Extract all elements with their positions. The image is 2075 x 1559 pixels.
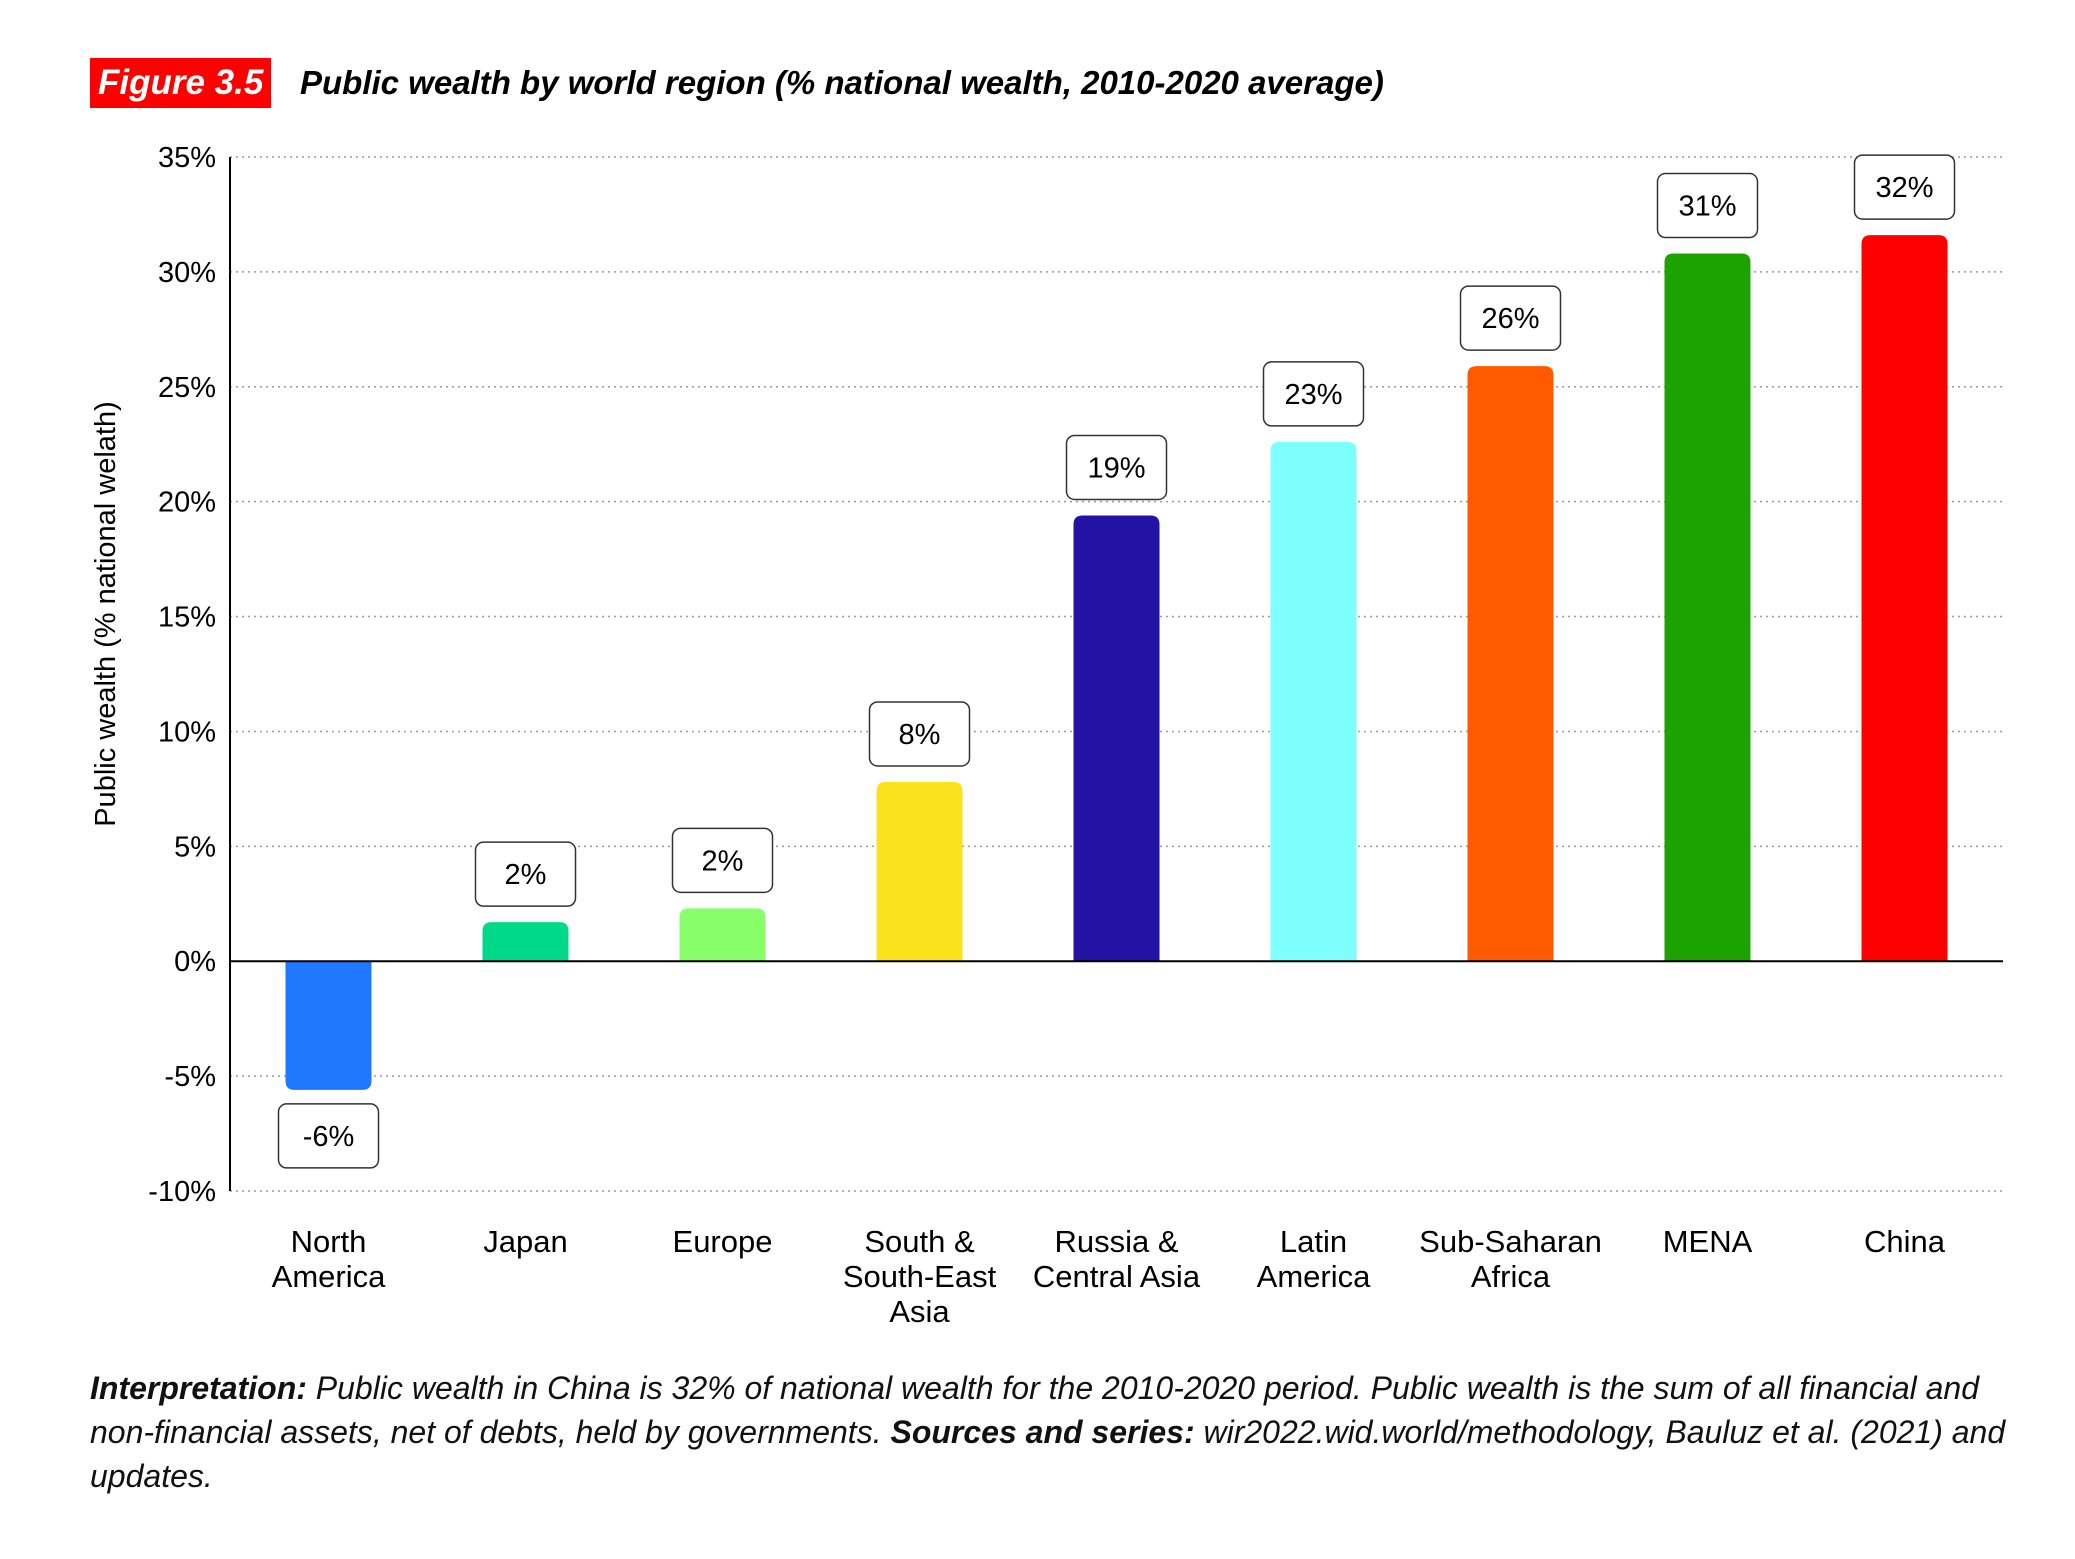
y-tick-label: 10% <box>158 716 216 748</box>
data-label-box <box>277 1103 380 1169</box>
bars <box>285 235 1948 1090</box>
y-tick-label: 35% <box>158 142 216 174</box>
data-label-box <box>474 841 577 907</box>
sources-text: wir2022.wid.world/methodology, Bauluz et… <box>90 1414 2006 1494</box>
data-label: 31% <box>1656 172 1759 239</box>
bar <box>1073 515 1160 962</box>
data-label-box <box>1262 361 1365 427</box>
data-label-text: -6% <box>303 1121 355 1153</box>
figure-title: Public wealth by world region (% nationa… <box>300 64 1384 101</box>
sources-label: Sources and series: <box>890 1414 1195 1450</box>
y-axis-ticks: 35% 30% 25% 20% 15% 10% 5% 0% -5% -10% <box>148 142 216 1208</box>
data-label-text: 23% <box>1284 379 1342 411</box>
data-label-box <box>671 827 774 894</box>
data-label-text: 2% <box>702 845 744 877</box>
x-category-label: MENA <box>1663 1224 1753 1259</box>
data-label: 23% <box>1262 361 1365 427</box>
bar <box>285 961 372 1090</box>
x-category-label: Japan <box>483 1224 567 1259</box>
data-label: 32% <box>1853 154 1956 220</box>
interpretation-label: Interpretation: <box>90 1370 307 1406</box>
data-label-text: 19% <box>1087 452 1145 484</box>
data-label-text: 31% <box>1678 191 1736 223</box>
bar <box>1664 253 1751 962</box>
y-tick-label: 30% <box>158 257 216 289</box>
x-category-label: North America <box>272 1224 386 1294</box>
data-label-text: 26% <box>1481 303 1539 335</box>
x-category-label: Sub-Saharan Africa <box>1419 1224 1602 1294</box>
data-label-box <box>868 701 971 767</box>
x-category-label: South & South-East Asia <box>843 1224 997 1329</box>
bar <box>876 781 963 962</box>
data-label-text: 2% <box>505 859 547 891</box>
y-tick-label: 20% <box>158 487 216 519</box>
y-tick-label: 15% <box>158 602 216 634</box>
bar-chart: 35% 30% 25% 20% 15% 10% 5% 0% -5% -10% -6% 2% 2% 8% 1… <box>90 142 2003 1329</box>
data-label: -6% <box>277 1103 380 1169</box>
figure-number-badge: Figure 3.5 <box>90 58 272 108</box>
x-category-label: Russia & Central Asia <box>1033 1224 1201 1294</box>
data-label-box <box>1656 172 1759 239</box>
data-label-text: 8% <box>899 719 941 751</box>
bar <box>482 922 569 962</box>
data-label: 2% <box>474 841 577 907</box>
x-category-label: China <box>1864 1224 1946 1259</box>
y-axis-title: Public wealth (% national welath) <box>90 401 122 827</box>
y-tick-label: -10% <box>148 1176 216 1208</box>
bar <box>679 908 766 962</box>
data-label: 19% <box>1065 434 1168 501</box>
x-axis-categories: North America Japan Europe South & South-East… <box>272 1224 1946 1329</box>
interpretation-note: Interpretation: Public wealth in China i… <box>90 1366 2025 1498</box>
y-tick-label: -5% <box>164 1061 216 1093</box>
data-label: 2% <box>671 827 774 894</box>
data-label-box <box>1853 154 1956 220</box>
data-labels: -6% 2% 2% 8% 19% 23% 26% 31% 32% <box>277 154 1956 1169</box>
data-label-box <box>1065 434 1168 501</box>
data-label: 26% <box>1459 285 1562 351</box>
data-label-text: 32% <box>1875 172 1933 204</box>
y-tick-label: 0% <box>174 946 216 978</box>
x-category-label: Latin America <box>1257 1224 1371 1294</box>
y-tick-label: 5% <box>174 831 216 863</box>
bar <box>1270 441 1357 962</box>
y-tick-label: 25% <box>158 372 216 404</box>
x-category-label: Europe <box>673 1224 773 1259</box>
data-label: 8% <box>868 701 971 767</box>
data-label-box <box>1459 285 1562 351</box>
interpretation-text: Public wealth in China is 32% of nationa… <box>90 1370 1979 1450</box>
bar <box>1467 366 1554 962</box>
bar <box>1861 235 1948 962</box>
